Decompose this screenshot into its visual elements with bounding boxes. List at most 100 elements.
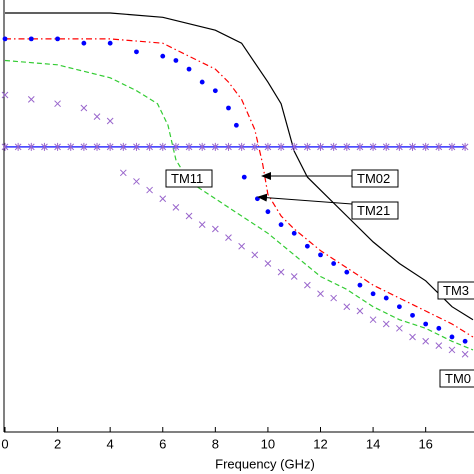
line-series xyxy=(4,59,474,351)
dot-marker xyxy=(226,105,231,111)
star-marker xyxy=(290,142,298,151)
cross-marker xyxy=(159,195,167,203)
dot-marker xyxy=(241,174,247,180)
x-tick-label: 16 xyxy=(418,436,432,451)
cross-marker xyxy=(435,342,443,349)
cross-marker xyxy=(251,251,259,259)
annotation-arrow xyxy=(257,193,353,205)
cross-marker xyxy=(317,290,324,298)
star-marker xyxy=(264,142,272,151)
cross-marker xyxy=(422,337,430,345)
star-marker xyxy=(238,142,245,151)
star-marker xyxy=(330,142,338,151)
cross-marker xyxy=(172,204,180,211)
annotation-box xyxy=(351,201,399,220)
cross-marker xyxy=(330,294,338,302)
star-marker xyxy=(198,142,206,151)
x-tick-label: 12 xyxy=(313,436,327,451)
cross-marker xyxy=(264,260,272,267)
dot-marker xyxy=(410,312,415,318)
dot-marker xyxy=(396,304,402,310)
dot-marker xyxy=(186,66,192,72)
star-marker xyxy=(317,142,324,151)
dot-marker xyxy=(2,36,8,42)
cross-marker xyxy=(290,273,298,280)
dot-marker xyxy=(423,321,429,327)
x-tick-label: 10 xyxy=(261,436,275,451)
x-tick-label: 2 xyxy=(54,436,61,451)
star-marker xyxy=(461,142,469,151)
line-series xyxy=(5,38,474,338)
cross-marker xyxy=(448,346,456,354)
star-marker xyxy=(146,142,153,151)
x-tick-label: 6 xyxy=(159,436,166,451)
cross-marker xyxy=(304,281,311,289)
annotation: TM0 xyxy=(445,371,471,386)
dot-marker xyxy=(318,252,323,258)
annotation-box xyxy=(165,169,213,188)
dot-marker xyxy=(160,53,166,59)
star-marker xyxy=(119,142,127,151)
x-tick-label: 8 xyxy=(212,436,219,451)
star-marker xyxy=(133,142,140,151)
cross-marker xyxy=(238,242,245,250)
dot-marker xyxy=(81,40,87,46)
cross-marker xyxy=(409,333,416,341)
dot-marker xyxy=(436,325,442,331)
dot-marker xyxy=(55,36,60,42)
cross-marker xyxy=(382,320,390,328)
cross-marker xyxy=(211,225,219,233)
dot-marker xyxy=(134,49,139,55)
star-marker xyxy=(422,142,430,151)
x-tick-label: 0 xyxy=(1,436,8,451)
annotation-box xyxy=(439,369,474,388)
star-marker xyxy=(343,142,351,151)
star-marker xyxy=(277,142,285,151)
star-marker xyxy=(27,142,35,151)
dot-marker xyxy=(173,58,179,63)
cross-marker xyxy=(396,324,403,332)
dot-marker xyxy=(278,222,284,228)
star-marker xyxy=(396,142,403,151)
line-series xyxy=(5,12,474,321)
annotation: TM11 xyxy=(171,171,203,186)
star-marker xyxy=(304,142,311,151)
dot-marker xyxy=(28,36,34,42)
star-marker xyxy=(67,142,75,151)
cross-marker xyxy=(119,169,127,177)
cross-marker xyxy=(369,316,377,324)
dot-marker xyxy=(233,122,239,128)
cross-marker xyxy=(54,100,61,108)
dot-marker xyxy=(265,209,271,215)
dot-marker xyxy=(107,40,113,46)
annotation: TM3 xyxy=(443,283,469,298)
cross-marker xyxy=(277,268,285,276)
dot-marker xyxy=(344,269,350,275)
cross-marker xyxy=(185,212,193,220)
x-tick-label: 4 xyxy=(107,436,114,451)
dot-marker xyxy=(304,243,310,249)
star-marker xyxy=(448,142,456,151)
star-marker xyxy=(251,142,259,151)
cross-marker xyxy=(106,117,114,125)
cross-marker xyxy=(133,178,140,185)
star-marker xyxy=(159,142,167,151)
cross-marker xyxy=(80,104,88,112)
cross-marker xyxy=(461,350,469,358)
cross-marker xyxy=(343,303,351,311)
cross-marker xyxy=(27,96,35,103)
star-marker xyxy=(225,142,232,151)
annotation: TM21 xyxy=(357,203,390,218)
dot-marker xyxy=(370,291,376,297)
dot-marker xyxy=(331,261,337,266)
star-marker xyxy=(80,142,88,151)
star-marker xyxy=(369,142,377,151)
annotation-box xyxy=(351,169,399,188)
dot-marker xyxy=(462,338,468,344)
star-marker xyxy=(409,142,416,151)
dot-marker xyxy=(449,334,455,340)
star-marker xyxy=(211,142,219,151)
dot-marker xyxy=(291,230,297,236)
star-marker xyxy=(172,142,180,151)
